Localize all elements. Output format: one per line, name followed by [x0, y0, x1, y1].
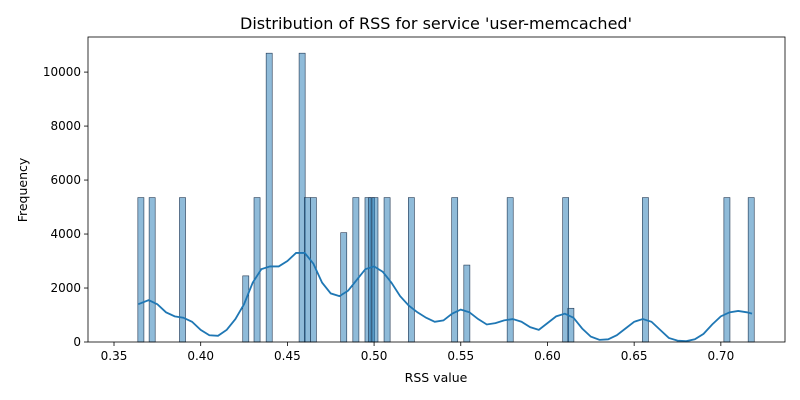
y-tick-label: 8000 [50, 119, 81, 133]
histogram-bar [265, 52, 273, 343]
y-tick-label: 4000 [50, 227, 81, 241]
chart-title: Distribution of RSS for service 'user-me… [240, 14, 632, 33]
plot-frame [87, 36, 786, 343]
x-tick-label: 0.45 [274, 349, 301, 363]
x-tick-label: 0.60 [534, 349, 561, 363]
histogram-bar [723, 197, 731, 343]
histogram-bar [408, 197, 415, 343]
histogram-bar [340, 232, 348, 343]
y-tick-label: 6000 [50, 173, 81, 187]
histogram-bar [352, 197, 360, 343]
y-tick-label: 2000 [50, 281, 81, 295]
x-tick-label: 0.50 [361, 349, 388, 363]
histogram-bars [137, 52, 755, 343]
histogram-bar [567, 307, 575, 343]
histogram-bar [137, 197, 145, 343]
histogram-bar [371, 197, 379, 343]
histogram-bar [451, 197, 459, 343]
x-tick-label: 0.40 [187, 349, 214, 363]
x-tick-label: 0.55 [447, 349, 474, 363]
histogram-bar [179, 197, 186, 343]
histogram-bar [463, 264, 471, 343]
y-tick-label: 0 [73, 335, 81, 349]
x-tick-label: 0.70 [707, 349, 734, 363]
x-tick-label: 0.35 [101, 349, 128, 363]
histogram-bar [303, 197, 311, 343]
histogram-bar [253, 197, 261, 343]
histogram-bar [383, 197, 391, 343]
histogram-bar [148, 197, 156, 343]
y-axis-ticks: 0 2000 4000 6000 8000 10000 [43, 65, 88, 349]
histogram-bar [747, 197, 755, 343]
x-axis-ticks: 0.35 0.40 0.45 0.50 0.55 0.60 0.65 0.70 [101, 342, 734, 363]
kde-curve [137, 252, 753, 343]
y-axis-label: Frequency [15, 157, 30, 222]
histogram-bar [242, 275, 250, 343]
x-axis-label: RSS value [405, 370, 468, 385]
y-tick-label: 10000 [43, 65, 81, 79]
x-tick-label: 0.65 [621, 349, 648, 363]
